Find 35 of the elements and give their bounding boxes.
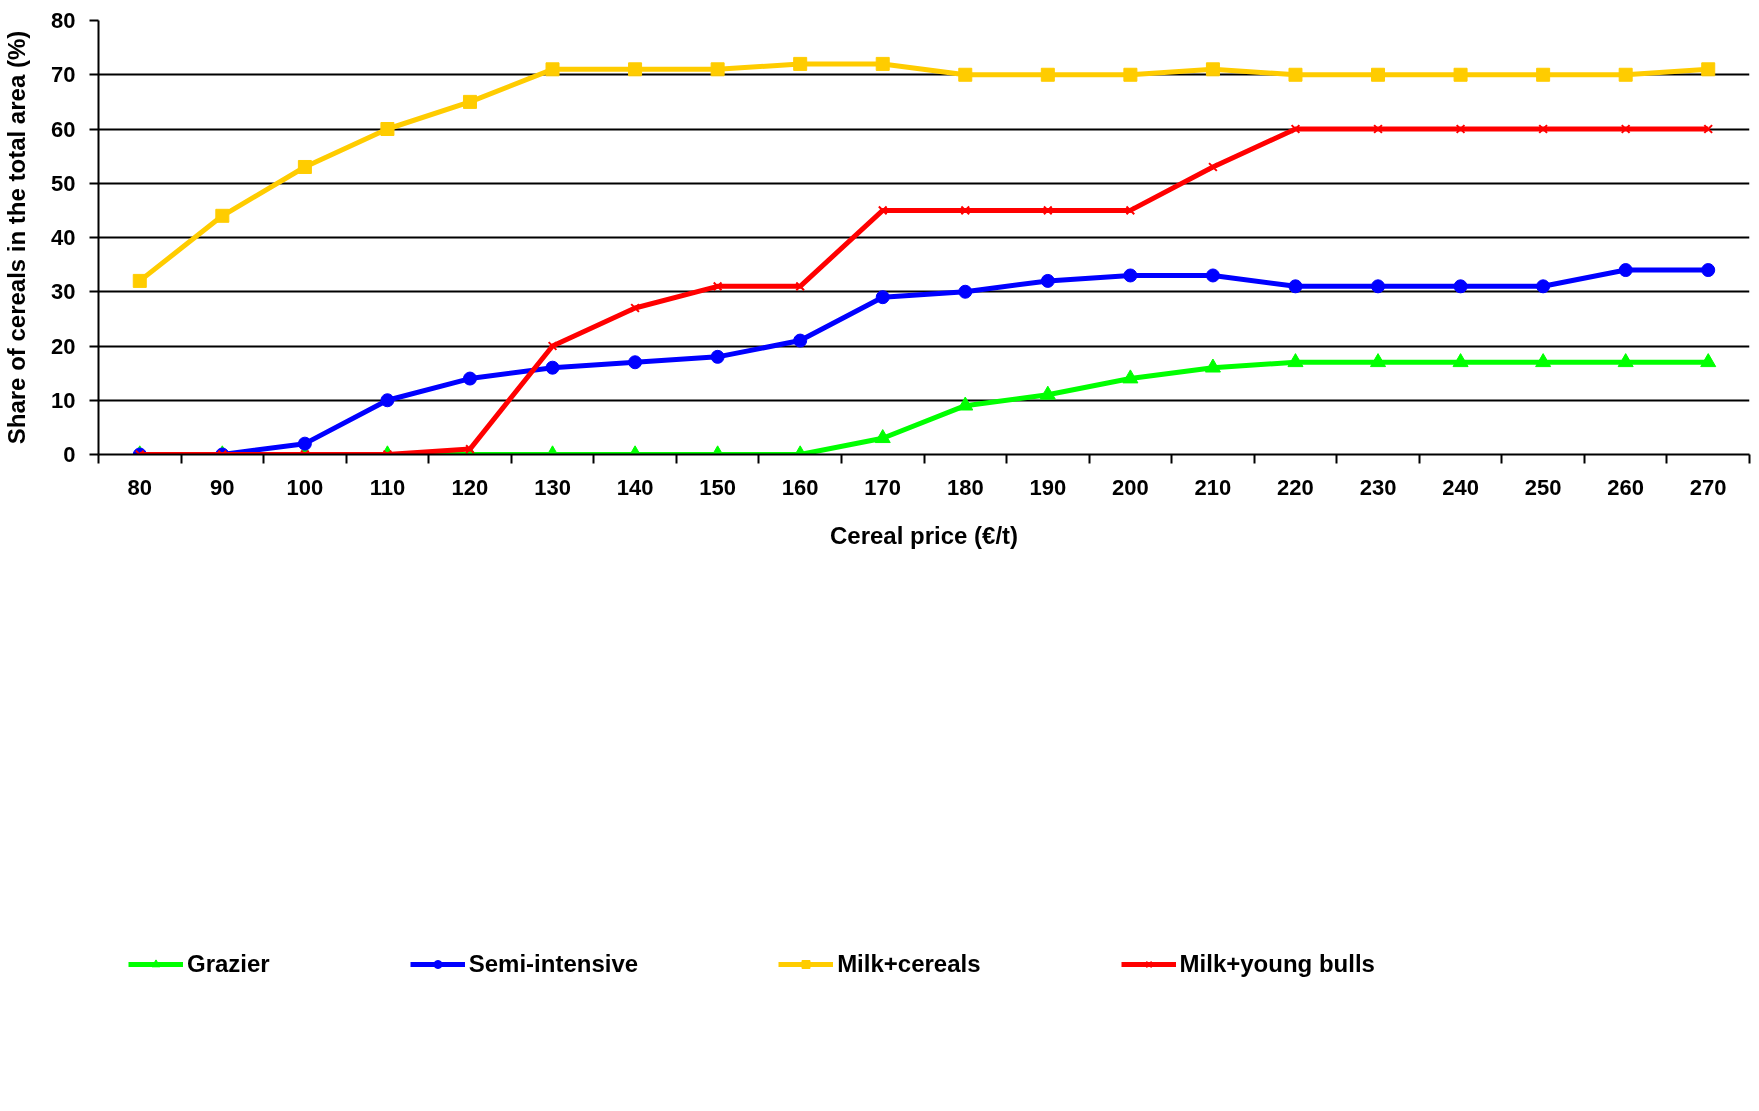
legend-label: Milk+young bulls	[1179, 950, 1375, 978]
y-tick-label: 60	[51, 116, 76, 142]
y-tick-label: 40	[51, 225, 76, 250]
x-tick-label: 160	[781, 474, 819, 500]
x-tick-label: 270	[1689, 474, 1727, 500]
x-tick-label: 150	[699, 474, 736, 500]
x-tick-label: 100	[286, 474, 324, 500]
x-tick-label: 250	[1524, 474, 1562, 500]
x-tick-label: 110	[369, 474, 406, 500]
legend-label: Milk+cereals	[837, 950, 981, 978]
y-tick-label: 50	[51, 170, 76, 196]
x-tick-label: 200	[1112, 474, 1149, 500]
x-tick-label: 140	[616, 474, 654, 500]
legend-label: Grazier	[187, 950, 270, 978]
y-tick-label: 30	[51, 279, 76, 305]
legend-label: Semi-intensive	[468, 950, 639, 978]
x-tick-label: 220	[1277, 474, 1314, 500]
x-tick-label: 120	[451, 474, 489, 500]
x-tick-label: 260	[1607, 474, 1645, 500]
x-tick-label: 170	[864, 474, 902, 500]
x-tick-label: 210	[1194, 474, 1232, 500]
y-axis-title: Share of cereals in the total area (%)	[3, 30, 31, 445]
x-tick-label: 130	[534, 474, 571, 500]
x-tick-label: 90	[210, 474, 235, 500]
x-tick-label: 80	[127, 474, 153, 500]
y-tick-label: 70	[51, 62, 76, 88]
x-tick-label: 240	[1442, 474, 1479, 500]
x-tick-label: 230	[1359, 474, 1397, 500]
y-tick-label: 0	[63, 442, 76, 467]
y-tick-label: 80	[51, 8, 76, 33]
x-axis-title: Cereal price (€/t)	[829, 521, 1019, 549]
x-tick-label: 180	[946, 474, 984, 500]
x-tick-label: 190	[1029, 474, 1067, 500]
y-tick-label: 20	[51, 333, 76, 359]
y-tick-label: 10	[51, 387, 76, 413]
